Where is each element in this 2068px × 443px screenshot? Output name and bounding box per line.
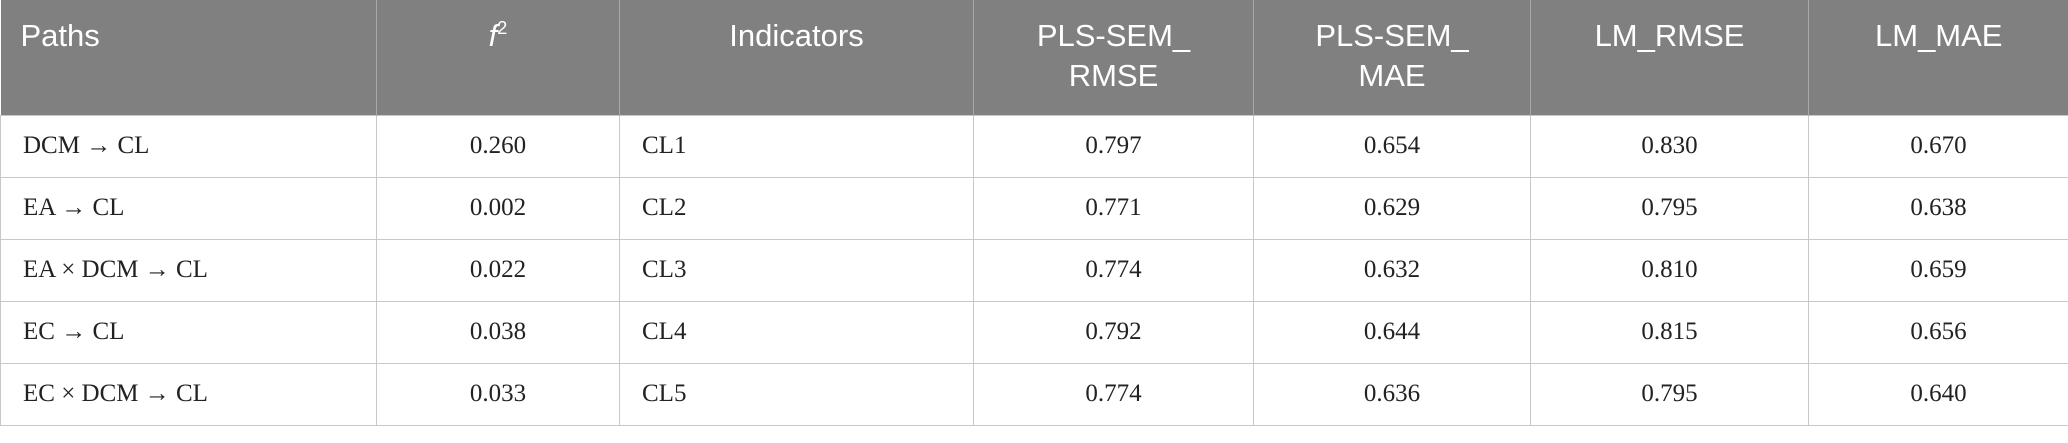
table-cell: 0.815 [1530,300,1809,364]
header-text: Indicators [729,18,864,53]
table-cell: CL2 [619,176,974,240]
table-row: EA → CL 0.002 CL2 0.771 0.629 0.795 0.638 [0,176,2068,240]
table-cell: EC × DCM → CL [0,362,377,426]
header-text: PLS-SEM_ MAE [1315,18,1469,93]
table-cell: 0.795 [1530,176,1809,240]
table-cell: 0.792 [973,300,1254,364]
table-cell: CL3 [619,238,974,302]
table-cell: 0.640 [1808,362,2068,426]
header-cell: LM_MAE [1808,0,2068,115]
table-cell: 0.629 [1253,176,1531,240]
table-cell: CL4 [619,300,974,364]
results-table: Paths f2 Indicators PLS-SEM_ RMSE PLS-SEM_ M… [0,0,2068,426]
header-row: Paths f2 Indicators PLS-SEM_ RMSE PLS-SEM_ M… [0,0,2068,115]
table-row: DCM → CL 0.260 CL1 0.797 0.654 0.830 0.670 [0,114,2068,178]
table-cell: 0.771 [973,176,1254,240]
table-cell: 0.636 [1253,362,1531,426]
table-cell: 0.670 [1808,114,2068,178]
table-cell: 0.644 [1253,300,1531,364]
table-cell: 0.632 [1253,238,1531,302]
header-cell: PLS-SEM_ MAE [1253,0,1531,115]
table-cell: 0.038 [376,300,620,364]
table-cell: 0.774 [973,362,1254,426]
header-superscript: 2 [497,18,508,38]
table-cell: 0.810 [1530,238,1809,302]
table-cell: EC → CL [0,300,377,364]
table-cell: EA × DCM → CL [0,238,377,302]
table-cell: 0.260 [376,114,620,178]
table-cell: CL1 [619,114,974,178]
table-cell: 0.033 [376,362,620,426]
table-cell: CL5 [619,362,974,426]
table-cell: 0.022 [376,238,620,302]
header-cell: f2 [376,0,620,115]
table-row: EC → CL 0.038 CL4 0.792 0.644 0.815 0.656 [0,300,2068,364]
table-cell: DCM → CL [0,114,377,178]
table-cell: EA → CL [0,176,377,240]
table-cell: 0.656 [1808,300,2068,364]
table-cell: 0.659 [1808,238,2068,302]
header-cell: Indicators [619,0,974,115]
table-cell: 0.774 [973,238,1254,302]
header-text: PLS-SEM_ RMSE [1036,18,1191,93]
header-cell: LM_RMSE [1530,0,1809,115]
header-cell: PLS-SEM_ RMSE [973,0,1254,115]
table-cell: 0.795 [1530,362,1809,426]
header-cell: Paths [0,0,377,115]
table-cell: 0.638 [1808,176,2068,240]
table-cell: 0.654 [1253,114,1531,178]
header-text: LM_RMSE [1594,18,1745,53]
table-cell: 0.797 [973,114,1254,178]
table-cell: 0.830 [1530,114,1809,178]
table-body: DCM → CL 0.260 CL1 0.797 0.654 0.830 0.670 EA →… [0,114,2068,426]
table-row: EC × DCM → CL 0.033 CL5 0.774 0.636 0.795 0.64… [0,362,2068,426]
table-row: EA × DCM → CL 0.022 CL3 0.774 0.632 0.810 0.65… [0,238,2068,302]
header-text: Paths [20,18,100,53]
header-text: f [488,18,498,53]
header-text: LM_MAE [1875,18,2003,53]
table-cell: 0.002 [376,176,620,240]
